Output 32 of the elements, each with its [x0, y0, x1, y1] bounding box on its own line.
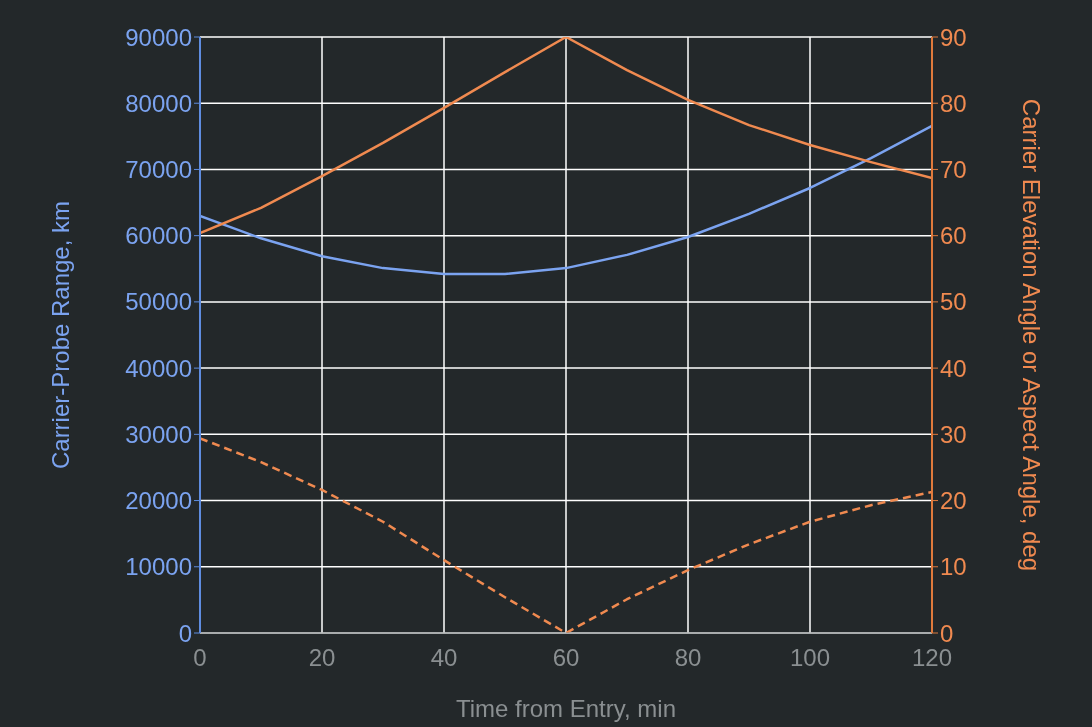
x-tick-label: 120	[911, 644, 953, 672]
y-tick-label: 40000	[125, 354, 192, 382]
y2-tick-label: 10	[940, 553, 967, 581]
y2-tick-label: 20	[940, 487, 967, 515]
y2-tick-label: 60	[940, 222, 967, 250]
y2-tick-label: 30	[940, 420, 967, 448]
y-tick-label: 70000	[125, 155, 192, 183]
x-tick-label: 80	[674, 644, 702, 672]
x-tick-label: 20	[308, 644, 336, 672]
y2-tick-label: 80	[940, 89, 967, 117]
y2-tick-label: 40	[940, 354, 967, 382]
y-tick-label: 80000	[125, 89, 192, 117]
line-series	[200, 437, 932, 633]
y2-tick-label: 90	[940, 23, 967, 51]
y-tick-label: 10000	[125, 553, 192, 581]
x-tick-label: 100	[789, 644, 831, 672]
y-tick-label: 0	[178, 619, 192, 647]
y-tick-label: 90000	[125, 23, 192, 51]
y-axis-title: Carrier-Probe Range, km	[46, 200, 74, 470]
y-tick-label: 30000	[125, 420, 192, 448]
y-tick-label: 60000	[125, 222, 192, 250]
y2-tick-label: 70	[940, 155, 967, 183]
y-tick-label: 50000	[125, 288, 192, 316]
line-series	[200, 124, 932, 276]
y2-tick-label: 0	[940, 619, 954, 647]
y2-axis-title: Carrier Elevation Angle or Aspect Angle, deg	[1018, 98, 1046, 572]
y-tick-label: 20000	[125, 487, 192, 515]
y2-tick-label: 50	[940, 288, 967, 316]
x-tick-label: 40	[430, 644, 458, 672]
x-tick-label: 60	[552, 644, 580, 672]
x-axis-title: Time from Entry, min	[455, 695, 677, 722]
line-series	[200, 37, 932, 235]
